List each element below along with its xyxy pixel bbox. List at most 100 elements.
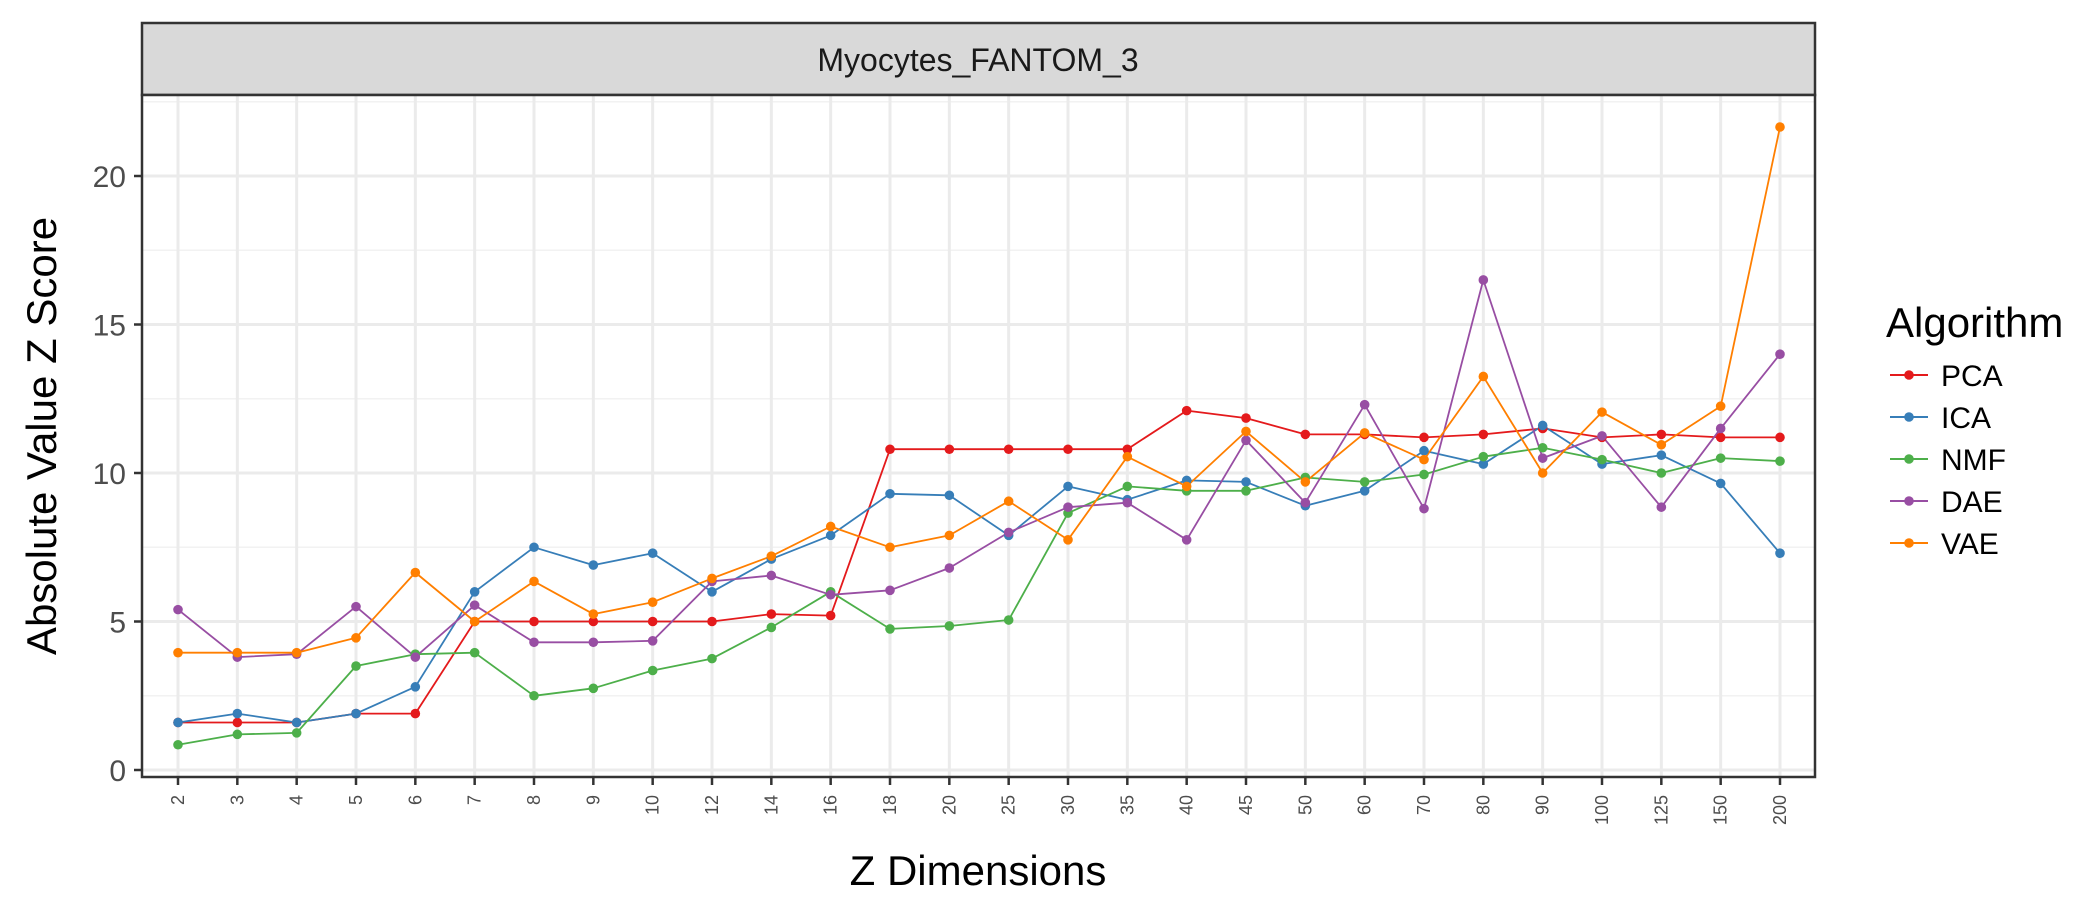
data-point-dae	[1715, 423, 1726, 434]
data-point-vae	[1300, 477, 1311, 487]
y-axis-title: Absolute Value Z Score	[18, 217, 65, 655]
data-point-ica	[469, 587, 480, 597]
data-point-dae	[469, 600, 480, 610]
data-point-ica	[1656, 450, 1667, 460]
data-point-dae	[1478, 275, 1489, 285]
data-point-dae	[1359, 399, 1370, 410]
data-point-nmf	[173, 739, 183, 750]
data-point-ica	[647, 548, 658, 558]
data-point-pca	[529, 616, 539, 627]
x-tick-label: 3	[227, 795, 247, 805]
data-point-vae	[291, 647, 302, 658]
data-point-nmf	[291, 728, 302, 738]
data-point-dae	[588, 637, 599, 648]
x-tick-label: 12	[702, 795, 722, 815]
data-point-vae	[1775, 122, 1785, 132]
data-point-ica	[1478, 459, 1489, 469]
x-tick-label: 9	[583, 795, 603, 805]
data-point-pca	[1003, 444, 1014, 455]
x-tick-label: 18	[880, 795, 900, 815]
data-point-dae	[825, 589, 836, 600]
data-point-pca	[1478, 429, 1489, 440]
data-point-vae	[1656, 439, 1667, 450]
series-layer	[173, 122, 1785, 750]
data-point-ica	[1715, 478, 1726, 489]
data-point-ica	[351, 708, 361, 719]
data-point-dae	[1063, 502, 1073, 512]
data-point-vae	[1181, 481, 1192, 492]
data-point-dae	[1775, 349, 1785, 360]
x-axis: 2 3 4 5 6 7 8 9 10 12 14 16 18 20 25 30 35 40 45 50 60 70 80 90…	[168, 777, 1790, 825]
data-point-vae	[1715, 401, 1726, 411]
facet-label: Myocytes_FANTOM_3	[817, 42, 1138, 78]
data-point-nmf	[1715, 453, 1726, 463]
data-point-vae	[588, 609, 599, 619]
data-point-pca	[232, 717, 243, 728]
data-point-vae	[1122, 451, 1133, 462]
data-point-dae	[1597, 431, 1607, 441]
data-point-nmf	[1122, 481, 1133, 492]
x-tick-label: 150	[1711, 795, 1731, 825]
x-tick-label: 14	[761, 795, 781, 815]
y-axis: 0 5 10 15 20	[93, 161, 142, 788]
legend-key-point	[1904, 412, 1914, 422]
x-tick-label: 40	[1177, 795, 1197, 815]
data-point-dae	[410, 652, 421, 662]
data-point-vae	[410, 567, 421, 578]
x-tick-label: 4	[287, 795, 307, 805]
x-tick-label: 45	[1236, 795, 1256, 815]
data-point-ica	[1063, 481, 1073, 492]
x-tick-label: 25	[999, 795, 1019, 815]
series-line-ica	[177, 424, 1781, 724]
x-tick-label: 35	[1117, 795, 1137, 815]
data-point-vae	[825, 521, 836, 532]
series-line-vae	[178, 126, 1781, 654]
data-point-dae	[1656, 502, 1667, 512]
data-point-vae	[1359, 428, 1370, 438]
data-point-vae	[1478, 371, 1489, 382]
x-tick-label: 200	[1770, 795, 1790, 825]
data-point-ica	[173, 717, 183, 728]
data-point-nmf	[232, 729, 243, 740]
x-tick-label: 50	[1295, 795, 1315, 815]
series-line-dae	[177, 278, 1781, 658]
data-point-ica	[1419, 445, 1429, 456]
data-point-nmf	[885, 624, 895, 634]
data-point-nmf	[588, 683, 599, 694]
data-point-pca	[647, 616, 658, 627]
legend-label-vae: VAE	[1941, 528, 1999, 561]
data-point-ica	[944, 490, 955, 501]
legend-title: Algorithm	[1886, 299, 2063, 346]
data-point-ica	[707, 587, 717, 597]
data-point-ica	[291, 717, 302, 728]
data-point-nmf	[1537, 442, 1548, 453]
data-point-vae	[529, 576, 539, 587]
legend-key-point	[1904, 454, 1914, 464]
data-point-dae	[1537, 453, 1548, 463]
plot-panel	[142, 95, 1815, 777]
data-point-pca	[825, 610, 836, 621]
data-point-pca	[1181, 405, 1192, 416]
x-tick-label: 80	[1473, 795, 1493, 815]
data-point-nmf	[707, 653, 717, 664]
plot-border	[140, 93, 1817, 779]
data-point-nmf	[1419, 469, 1429, 480]
data-point-dae	[1003, 527, 1014, 538]
data-point-ica	[529, 542, 539, 553]
data-point-dae	[1122, 497, 1133, 508]
series-line-pca	[178, 409, 1780, 724]
data-point-dae	[944, 563, 955, 573]
y-tick-label: 5	[109, 607, 126, 640]
data-point-vae	[885, 542, 895, 553]
legend-label-dae: DAE	[1941, 486, 2003, 519]
data-point-pca	[1241, 413, 1251, 423]
data-point-pca	[1715, 432, 1726, 443]
legend-label-pca: PCA	[1941, 360, 2003, 393]
data-point-pca	[707, 616, 717, 627]
data-point-vae	[944, 530, 955, 541]
data-point-nmf	[1775, 456, 1785, 466]
data-point-dae	[1300, 497, 1311, 508]
legend-key-point	[1904, 538, 1914, 548]
data-point-ica	[1537, 420, 1548, 431]
